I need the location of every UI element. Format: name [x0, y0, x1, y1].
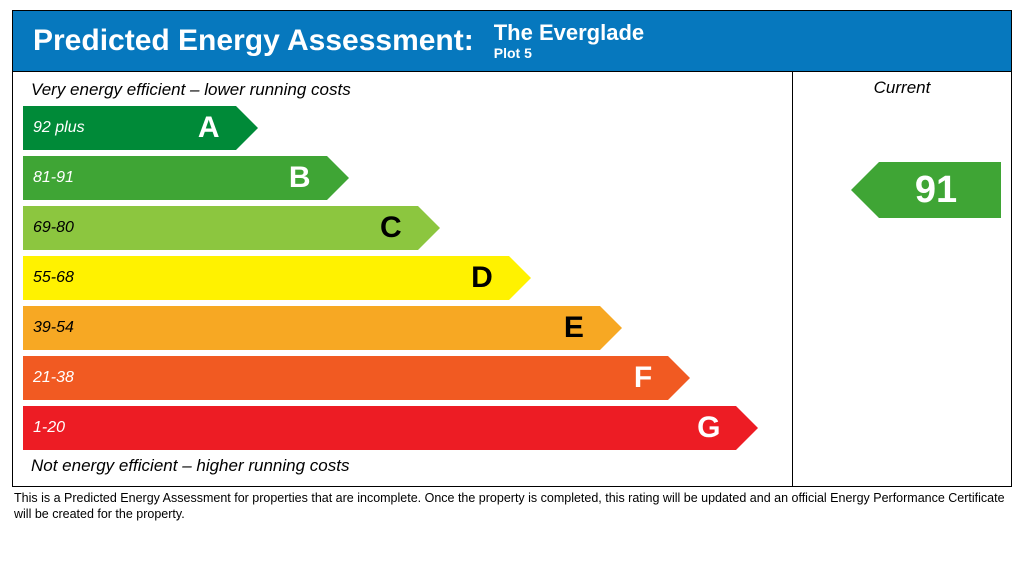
plot-label: Plot 5	[494, 45, 644, 61]
caption-top: Very energy efficient – lower running co…	[31, 80, 782, 100]
body: Very energy efficient – lower running co…	[12, 71, 1012, 487]
rating-value: 91	[915, 169, 957, 212]
caption-bottom: Not energy efficient – higher running co…	[31, 456, 782, 476]
band-letter: D	[471, 261, 493, 295]
band-range: 21-38	[33, 369, 74, 387]
band-range: 92 plus	[33, 119, 85, 137]
header-property-block: The Everglade Plot 5	[494, 21, 644, 61]
bands-container: 92 plus A 81-91 B 69-80 C 55-68 D 39-54 E 21-38 F 1-…	[23, 106, 782, 450]
rating-area: Current 91	[793, 72, 1011, 486]
band-D: 55-68 D	[23, 256, 509, 300]
band-range: 1-20	[33, 419, 65, 437]
band-G: 1-20 G	[23, 406, 736, 450]
band-letter: A	[198, 111, 220, 145]
band-letter: E	[564, 311, 584, 345]
band-letter: C	[380, 211, 402, 245]
chart-area: Very energy efficient – lower running co…	[13, 72, 793, 486]
header: Predicted Energy Assessment: The Evergla…	[12, 10, 1012, 71]
energy-assessment-card: Predicted Energy Assessment: The Evergla…	[12, 10, 1012, 526]
header-title: Predicted Energy Assessment:	[33, 24, 474, 58]
band-range: 39-54	[33, 319, 74, 337]
band-E: 39-54 E	[23, 306, 600, 350]
band-C: 69-80 C	[23, 206, 418, 250]
footer-note: This is a Predicted Energy Assessment fo…	[12, 487, 1012, 526]
band-letter: G	[697, 411, 720, 445]
band-letter: F	[634, 361, 652, 395]
band-A: 92 plus A	[23, 106, 236, 150]
property-name: The Everglade	[494, 21, 644, 45]
band-range: 55-68	[33, 269, 74, 287]
band-B: 81-91 B	[23, 156, 327, 200]
band-range: 81-91	[33, 169, 74, 187]
rating-badge: 91	[851, 162, 1001, 218]
band-range: 69-80	[33, 219, 74, 237]
band-F: 21-38 F	[23, 356, 668, 400]
rating-header: Current	[793, 78, 1011, 98]
band-letter: B	[289, 161, 311, 195]
